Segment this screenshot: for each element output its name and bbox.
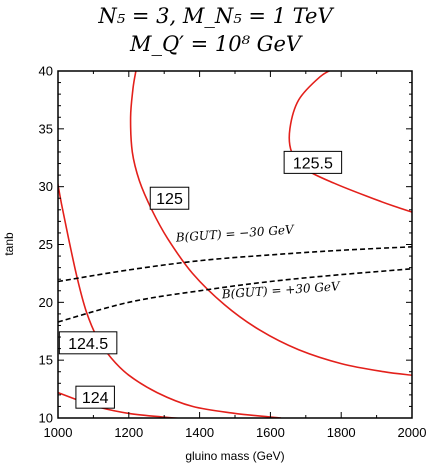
title-line-1: N₅ = 3, M_N₅ = 1 TeV	[98, 4, 333, 28]
plot-frame	[57, 70, 413, 419]
axis-ticks: 1000 1200 1400 1600 1800 2000 10 15 20 25 30 35 40	[39, 64, 427, 441]
y-tick-label: 20	[39, 295, 53, 310]
contour-line-125.5	[288, 71, 412, 213]
y-tick-label: 40	[39, 64, 53, 79]
dashed-lines	[58, 246, 412, 323]
x-axis-label: gluino mass (GeV)	[185, 449, 284, 463]
y-tick-label: 15	[39, 353, 53, 368]
dashed-line-2	[58, 268, 412, 323]
x-tick-label: 1400	[185, 425, 214, 440]
contour-labels: 124 124.5 125 125.5 B(GUT) = −30 GeV B(GUT) =…	[58, 150, 343, 409]
contour-line-125	[129, 71, 412, 376]
x-tick-label: 1000	[44, 425, 73, 440]
y-tick-label: 30	[39, 179, 53, 194]
dashed-line-label-1: B(GUT) = −30 GeV	[174, 222, 295, 244]
contour-label-box-124.5	[58, 331, 118, 355]
dashed-line-label-2: B(GUT) = +30 GeV	[220, 279, 341, 301]
title-line-2: M_Q′ = 10⁸ GeV	[129, 32, 302, 56]
contour-label-125.5: 125.5	[293, 155, 333, 172]
y-tick-label: 10	[39, 411, 53, 426]
y-tick-label: 35	[39, 121, 53, 136]
y-axis-label: tanb	[2, 232, 16, 256]
x-tick-label: 2000	[398, 425, 427, 440]
dashed-line-1	[58, 246, 412, 283]
contour-label-box-124	[75, 385, 115, 409]
contour-label-125: 125	[156, 191, 183, 208]
contour-label-box-125	[149, 186, 190, 210]
contour-lines	[58, 71, 412, 418]
contour-label-124.5: 124.5	[68, 336, 108, 353]
x-tick-label: 1200	[114, 425, 143, 440]
contour-label-124: 124	[82, 390, 109, 407]
contour-label-box-125.5	[283, 150, 343, 174]
x-tick-label: 1600	[256, 425, 285, 440]
x-tick-label: 1800	[327, 425, 356, 440]
y-tick-label: 25	[39, 237, 53, 252]
